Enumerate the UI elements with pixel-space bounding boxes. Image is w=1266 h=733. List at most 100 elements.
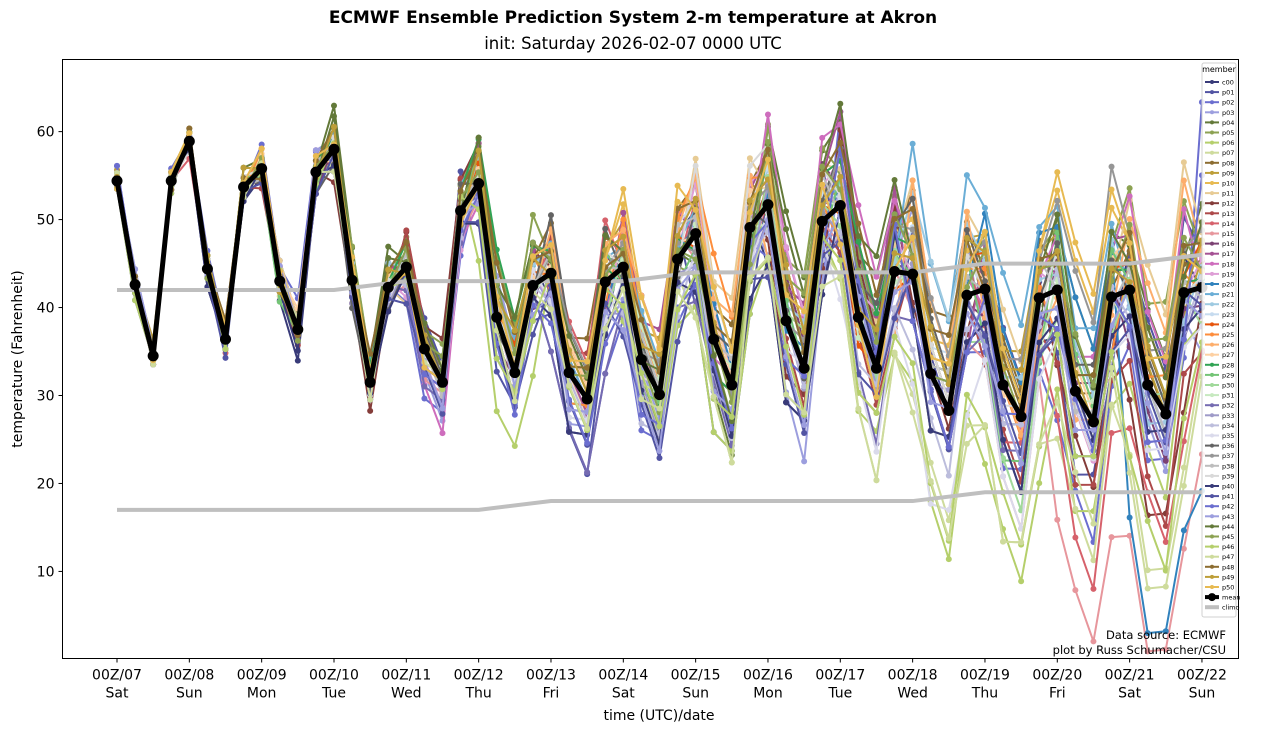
legend-label: p23: [1222, 311, 1234, 319]
member-point: [276, 298, 283, 305]
member-point: [837, 257, 844, 264]
member-point: [837, 173, 844, 180]
legend-entry-p05: p05: [1205, 129, 1234, 137]
x-tick-sublabel: Mon: [753, 686, 783, 702]
x-tick-label: 00Z/14: [598, 668, 648, 684]
legend-entry-p17: p17: [1205, 250, 1234, 258]
x-tick-label: 00Z/19: [960, 668, 1010, 684]
member-point: [891, 349, 898, 356]
member-point: [1126, 357, 1133, 364]
member-point: [529, 331, 536, 338]
member-point: [855, 233, 862, 240]
member-point: [1090, 520, 1097, 527]
legend-entry-p43: p43: [1205, 513, 1234, 521]
member-point: [367, 396, 374, 403]
mean-point: [473, 178, 485, 190]
member-point: [819, 134, 826, 141]
member-point: [1036, 376, 1043, 383]
member-point: [602, 325, 609, 332]
mean-series: [111, 135, 1208, 428]
legend-label: p43: [1222, 513, 1234, 521]
legend-entry-p07: p07: [1205, 149, 1234, 157]
member-point: [1144, 585, 1151, 592]
member-point: [1090, 290, 1097, 297]
legend-entry-p14: p14: [1205, 220, 1234, 228]
member-point: [873, 310, 880, 317]
member-point: [855, 202, 862, 209]
plot-frame: [62, 59, 1239, 659]
member-point: [674, 338, 681, 345]
legend-entry-p19: p19: [1205, 270, 1234, 278]
member-point: [547, 348, 554, 355]
legend-marker: [1210, 302, 1214, 307]
legend-entry-p20: p20: [1205, 281, 1234, 289]
legend-marker: [1210, 211, 1214, 216]
legend-marker: [1210, 504, 1214, 509]
member-point: [1072, 505, 1079, 512]
member-point: [873, 292, 880, 299]
member-point: [1000, 269, 1007, 276]
member-point: [1162, 468, 1169, 475]
member-point: [837, 241, 844, 248]
legend-label: climo: [1222, 604, 1240, 612]
mean-point: [418, 343, 430, 355]
member-point: [493, 408, 500, 415]
x-tick-label: 00Z/21: [1105, 668, 1155, 684]
member-point: [638, 411, 645, 418]
member-point: [584, 358, 591, 365]
mean-point: [147, 350, 159, 362]
legend-marker: [1210, 191, 1214, 196]
member-point: [150, 361, 157, 368]
member-point: [1036, 247, 1043, 254]
member-point: [240, 164, 247, 171]
legend-marker: [1210, 312, 1214, 317]
member-point: [873, 393, 880, 400]
mean-point: [672, 253, 684, 265]
legend-entry-mean: mean: [1205, 593, 1240, 602]
legend-label: p39: [1222, 472, 1234, 480]
chart-title: ECMWF Ensemble Prediction System 2-m tem…: [328, 8, 938, 28]
legend-label: p37: [1222, 452, 1234, 460]
member-point: [1162, 539, 1169, 546]
member-point: [963, 349, 970, 356]
member-point: [566, 332, 573, 339]
legend-entry-p16: p16: [1205, 240, 1234, 248]
member-point: [746, 197, 753, 204]
credit-source: Data source: ECMWF: [1106, 628, 1226, 642]
member-point: [801, 429, 808, 436]
member-point: [1054, 240, 1061, 247]
x-tick-sublabel: Fri: [543, 686, 560, 702]
x-axis-label: time (UTC)/date: [603, 708, 714, 724]
member-point: [1072, 268, 1079, 275]
member-point: [801, 458, 808, 465]
member-point: [981, 422, 988, 429]
member-point: [1180, 415, 1187, 422]
mean-point: [979, 283, 991, 295]
member-point: [927, 477, 934, 484]
member-point: [367, 350, 374, 357]
member-point: [547, 306, 554, 313]
legend-marker: [1210, 473, 1214, 478]
member-point: [186, 125, 193, 132]
mean-point: [852, 311, 864, 323]
x-tick-sublabel: Sat: [612, 686, 635, 702]
member-point: [1000, 538, 1007, 545]
member-point: [656, 351, 663, 358]
legend-marker: [1210, 494, 1214, 499]
member-point: [855, 334, 862, 341]
member-point: [1090, 453, 1097, 460]
member-point: [981, 332, 988, 339]
member-point: [981, 249, 988, 256]
member-point: [566, 382, 573, 389]
member-point: [1144, 355, 1151, 362]
member-point: [602, 225, 609, 232]
member-point: [1180, 370, 1187, 377]
legend-label: p08: [1222, 159, 1234, 167]
member-point: [1036, 352, 1043, 359]
member-point: [222, 354, 229, 361]
member-point: [783, 391, 790, 398]
legend-marker: [1210, 140, 1214, 145]
member-point: [963, 284, 970, 291]
mean-point: [382, 281, 394, 293]
